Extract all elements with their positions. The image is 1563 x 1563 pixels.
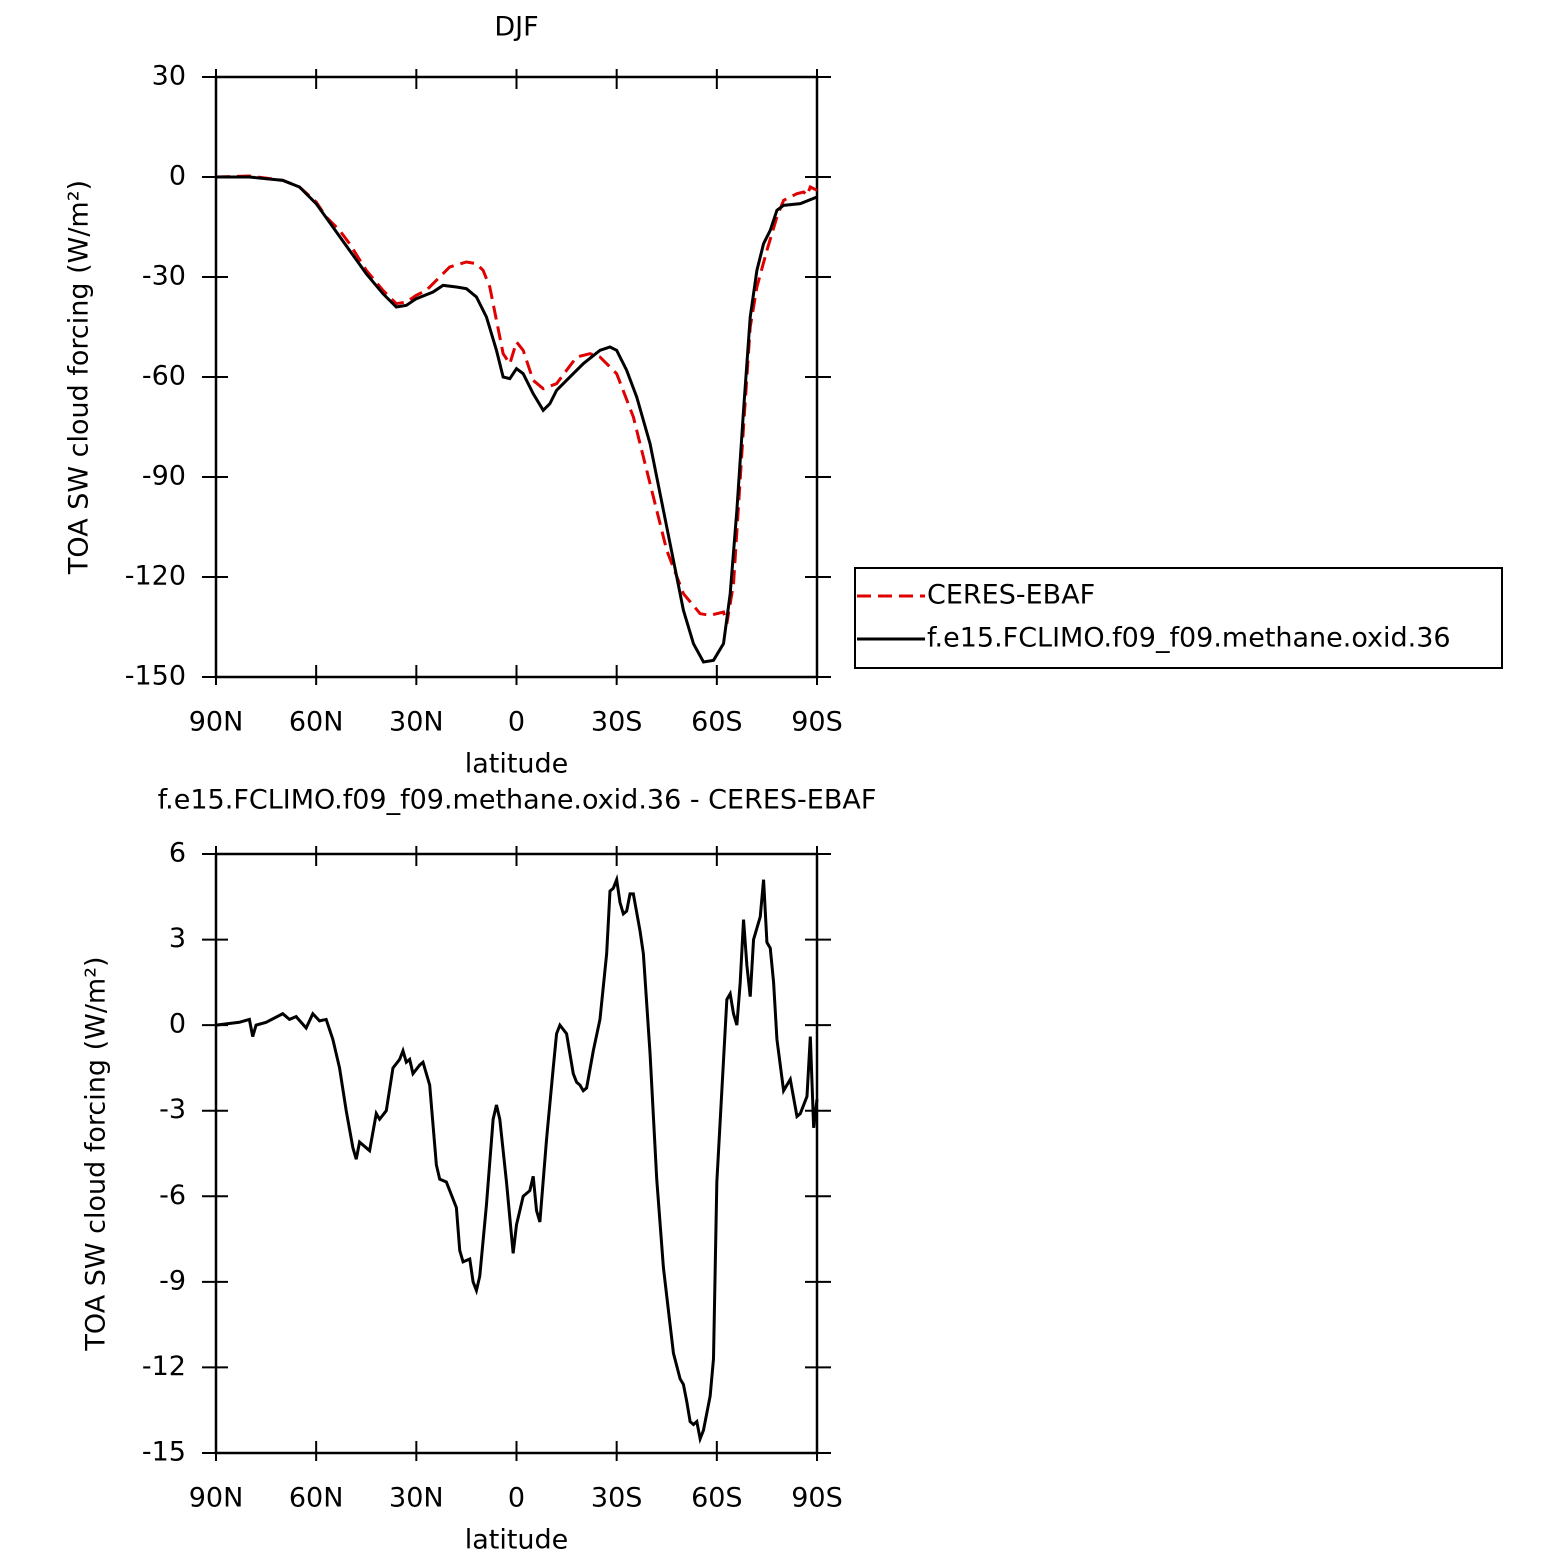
x-tick-label: 60N <box>289 1483 344 1514</box>
y-tick-label: -9 <box>159 1265 186 1296</box>
legend-label: CERES-EBAF <box>927 580 1095 611</box>
y-axis-label: TOA SW cloud forcing (W/m²) <box>81 956 112 1351</box>
x-axis-label: latitude <box>465 749 569 780</box>
x-tick-label: 90N <box>189 1483 244 1514</box>
data-line <box>216 175 818 664</box>
data-line <box>215 174 818 625</box>
data-line <box>215 873 819 1445</box>
legend-box <box>854 567 1503 669</box>
x-tick-label: 90N <box>189 707 244 738</box>
x-tick-label: 0 <box>508 707 525 738</box>
y-tick-label: -90 <box>142 461 186 492</box>
y-tick-label: 3 <box>169 923 186 954</box>
y-tick-label: -12 <box>142 1351 186 1382</box>
y-tick-label: -150 <box>125 661 186 692</box>
y-tick-label: -15 <box>142 1437 186 1468</box>
x-tick-label: 90S <box>791 1483 843 1514</box>
legend-label: f.e15.FCLIMO.f09_f09.methane.oxid.36 <box>927 623 1451 654</box>
y-tick-label: -120 <box>125 561 186 592</box>
y-tick-label: 6 <box>169 838 186 869</box>
y-tick-label: -6 <box>159 1180 186 1211</box>
x-tick-label: 30N <box>389 707 444 738</box>
y-tick-label: 0 <box>169 161 186 192</box>
chart-title: DJF <box>494 12 538 43</box>
x-tick-label: 60S <box>691 707 743 738</box>
x-tick-label: 30S <box>591 1483 643 1514</box>
x-tick-label: 60S <box>691 1483 743 1514</box>
y-tick-label: 30 <box>152 61 186 92</box>
y-tick-label: -60 <box>142 361 186 392</box>
x-tick-label: 30N <box>389 1483 444 1514</box>
y-tick-label: -30 <box>142 261 186 292</box>
plot-frame <box>214 75 819 679</box>
y-tick-label: 0 <box>169 1009 186 1040</box>
x-tick-label: 0 <box>508 1483 525 1514</box>
chart-title: f.e15.FCLIMO.f09_f09.methane.oxid.36 - C… <box>158 785 877 816</box>
y-tick-label: -3 <box>159 1094 186 1125</box>
x-tick-label: 60N <box>289 707 344 738</box>
y-axis-label: TOA SW cloud forcing (W/m²) <box>64 180 95 575</box>
plot-frame <box>214 852 819 1455</box>
x-axis-label: latitude <box>465 1525 569 1556</box>
x-tick-label: 30S <box>591 707 643 738</box>
x-tick-label: 90S <box>791 707 843 738</box>
